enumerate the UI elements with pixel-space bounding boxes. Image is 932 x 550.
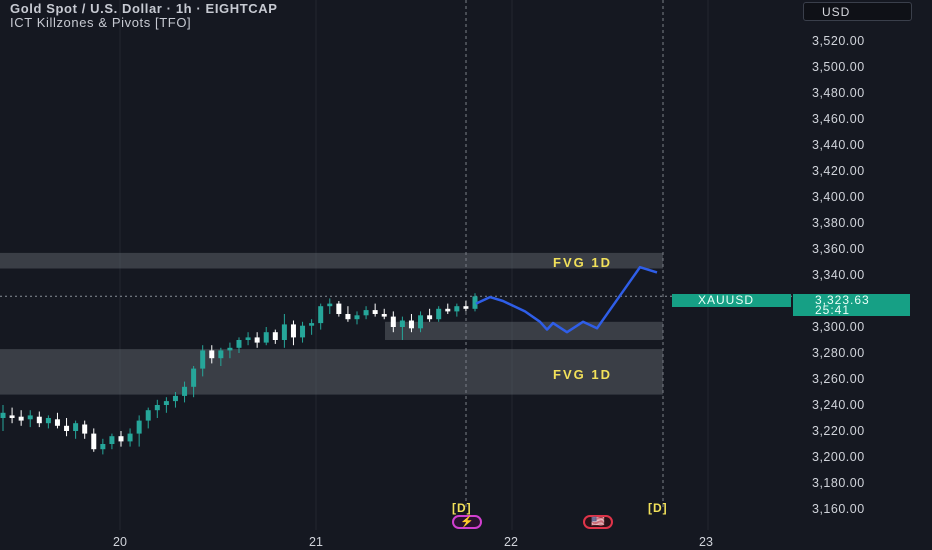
fvg-zone [0, 349, 663, 395]
candle-body [327, 303, 333, 307]
x-tick-label: 22 [504, 535, 518, 549]
candle-body [363, 310, 369, 316]
candle-body [91, 433, 97, 450]
lightning-event-icon[interactable]: ⚡ [452, 515, 482, 529]
candle-body [463, 306, 469, 309]
y-tick-label: 3,220.00 [812, 424, 865, 438]
daily-marker: [D] [648, 501, 668, 515]
candle-body [9, 415, 15, 418]
candle-body [418, 315, 424, 329]
daily-marker: [D] [452, 501, 472, 515]
us-flag-event-icon[interactable]: 🇺🇸 [583, 515, 613, 529]
fvg-zone-label: FVG 1D [553, 367, 612, 382]
candle-body [408, 320, 414, 329]
candle-body [218, 350, 224, 359]
indicator-label[interactable]: ICT Killzones & Pivots [TFO] [10, 15, 192, 30]
candle-body [281, 324, 287, 340]
candle-body [127, 433, 133, 442]
candle-body [290, 324, 296, 338]
last-price-tag: 3,323.63 25:41 [793, 294, 910, 316]
candle-body [136, 420, 142, 434]
y-tick-label: 3,200.00 [812, 450, 865, 464]
candle-body [182, 386, 188, 396]
fvg-zone [0, 252, 663, 269]
y-tick-label: 3,380.00 [812, 216, 865, 230]
y-tick-label: 3,400.00 [812, 190, 865, 204]
candle-body [100, 444, 106, 450]
y-tick-label: 3,160.00 [812, 502, 865, 516]
candle-body [399, 320, 405, 327]
candle-body [154, 405, 160, 411]
candle-body [109, 436, 115, 444]
candle-body [200, 350, 206, 369]
candle-body [300, 325, 306, 338]
candle-body [45, 418, 51, 424]
fvg-zone-label: FVG 1D [553, 255, 612, 270]
candle-body [336, 303, 342, 314]
y-tick-label: 3,180.00 [812, 476, 865, 490]
candle-body [227, 347, 233, 351]
candle-body [318, 306, 324, 324]
y-tick-label: 3,360.00 [812, 242, 865, 256]
bar-countdown: 25:41 [815, 303, 851, 317]
chart-title: Gold Spot / U.S. Dollar · 1h · EIGHTCAP [10, 1, 278, 16]
candle-body [145, 410, 151, 421]
fvg-zone [385, 321, 663, 340]
candle-body [390, 316, 396, 327]
y-tick-label: 3,500.00 [812, 60, 865, 74]
y-tick-label: 3,280.00 [812, 346, 865, 360]
candle-body [263, 332, 269, 343]
candle-body [309, 323, 315, 326]
candle-body [436, 308, 442, 320]
last-price-value: 3,323.63 [815, 293, 870, 307]
candle-body [82, 424, 88, 434]
candle-body [54, 419, 60, 426]
candle-body [354, 315, 360, 320]
y-tick-label: 3,340.00 [812, 268, 865, 282]
y-tick-label: 3,440.00 [812, 138, 865, 152]
candle-body [191, 368, 197, 387]
candle-body [27, 415, 33, 420]
y-tick-label: 3,480.00 [812, 86, 865, 100]
candle-body [64, 425, 70, 431]
projection-path [475, 265, 658, 334]
y-tick-label: 3,420.00 [812, 164, 865, 178]
currency-button[interactable]: USD [803, 2, 912, 21]
candle-body [454, 306, 460, 312]
symbol-tag: XAUUSD [672, 294, 791, 307]
candle-body [163, 401, 169, 405]
x-tick-label: 21 [309, 535, 323, 549]
x-tick-label: 23 [699, 535, 713, 549]
y-tick-label: 3,240.00 [812, 398, 865, 412]
candle-body [372, 310, 378, 314]
candle-body [209, 350, 215, 359]
candle-body [0, 412, 6, 418]
candle-body [18, 416, 24, 421]
candle-body [254, 337, 260, 343]
candle-body [345, 314, 351, 320]
y-tick-label: 3,300.00 [812, 320, 865, 334]
candle-body [236, 340, 242, 348]
x-tick-label: 20 [113, 535, 127, 549]
candle-body [36, 416, 42, 424]
candle-body [118, 436, 124, 442]
candle-body [272, 332, 278, 340]
candle-body [245, 337, 251, 340]
candle-body [381, 314, 387, 317]
y-tick-label: 3,520.00 [812, 34, 865, 48]
candle-body [172, 395, 178, 402]
y-tick-label: 3,260.00 [812, 372, 865, 386]
candle-body [472, 296, 478, 309]
candle-body [73, 423, 79, 431]
candle-body [445, 308, 451, 312]
candle-body [427, 315, 433, 320]
y-tick-label: 3,460.00 [812, 112, 865, 126]
